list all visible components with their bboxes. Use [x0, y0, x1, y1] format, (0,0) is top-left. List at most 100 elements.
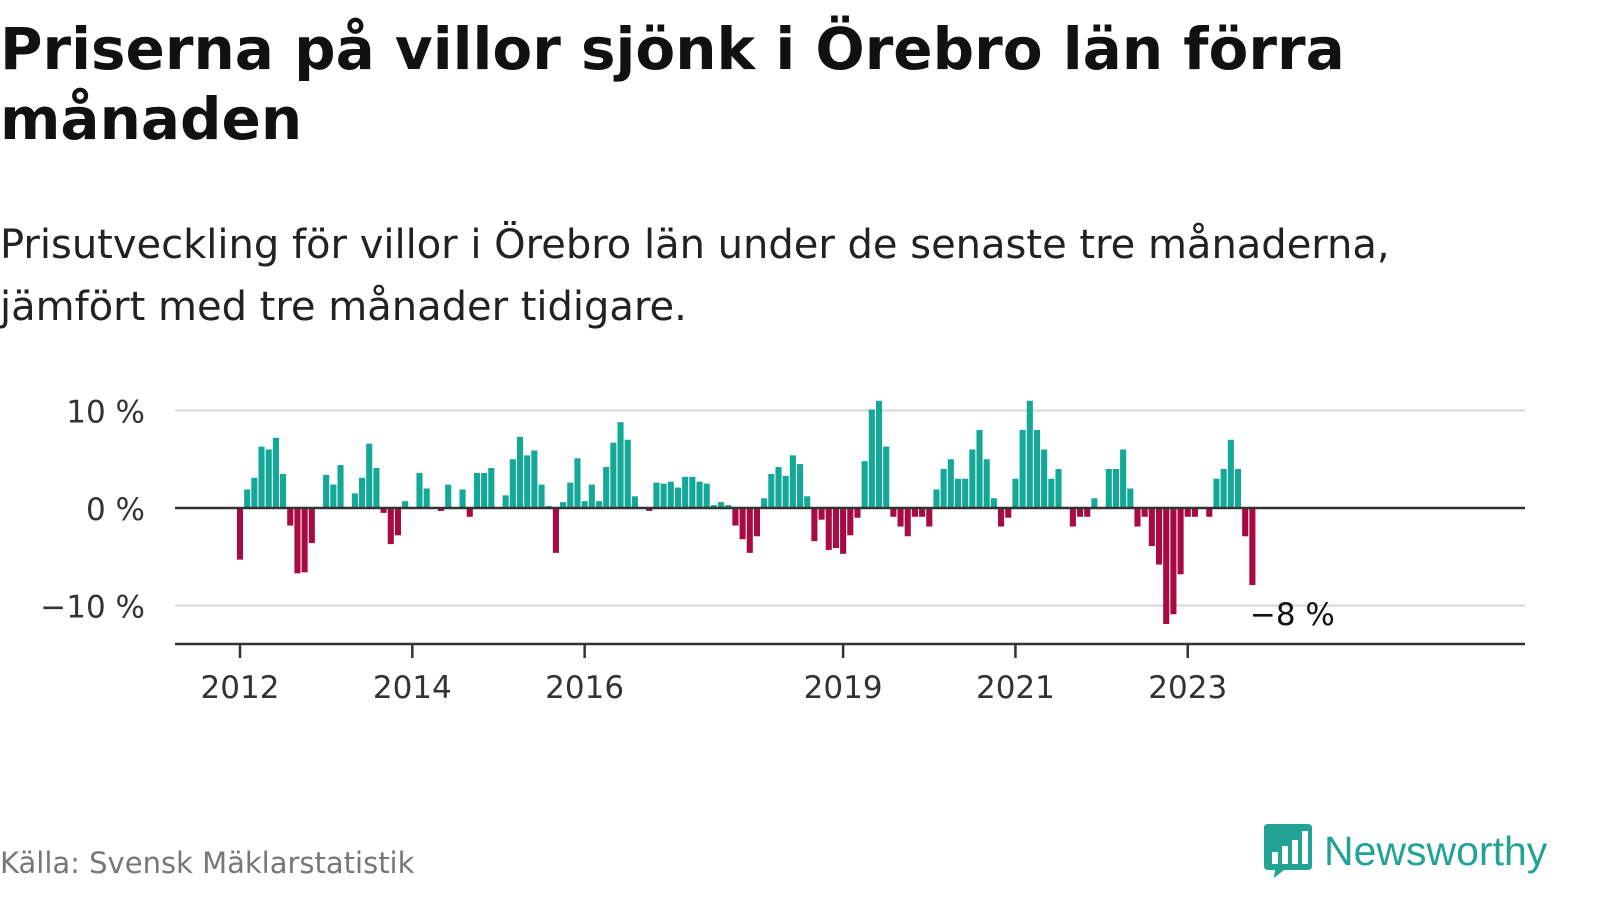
- bar: [251, 477, 258, 508]
- bar: [962, 478, 969, 508]
- bar: [646, 508, 653, 511]
- bar-chart: 10 % 0 % −10 % 2012 2014 2016 2019 2021 2023 −8…: [40, 395, 1525, 706]
- bar: [538, 484, 545, 508]
- bar: [1155, 508, 1163, 565]
- bar: [481, 472, 488, 508]
- bar: [804, 496, 811, 508]
- x-tick-label: 2016: [545, 670, 624, 706]
- bar: [624, 439, 631, 508]
- bar: [1105, 469, 1112, 508]
- bar: [883, 446, 890, 508]
- bar: [983, 459, 990, 508]
- bar: [236, 508, 244, 560]
- bar: [703, 483, 710, 509]
- bar: [1055, 469, 1062, 508]
- bar: [1170, 508, 1177, 615]
- bar: [1220, 469, 1227, 508]
- bar: [1084, 508, 1091, 517]
- x-tick-label: 2019: [804, 670, 883, 706]
- bar: [1191, 508, 1198, 517]
- bar: [933, 489, 940, 508]
- bar: [1077, 508, 1084, 517]
- bar: [875, 400, 883, 508]
- bar: [904, 508, 911, 537]
- bar: [502, 495, 509, 508]
- bar: [1012, 478, 1019, 508]
- bar: [1026, 400, 1033, 508]
- bar: [423, 488, 430, 508]
- bar: [1234, 469, 1242, 508]
- bar: [718, 502, 725, 508]
- bar: [1112, 469, 1120, 508]
- bar: [359, 477, 366, 508]
- bar: [1206, 508, 1213, 517]
- bar: [847, 508, 854, 536]
- source-note: Källa: Svensk Mäklarstatistik: [0, 846, 415, 880]
- bar: [739, 508, 746, 540]
- bar: [990, 498, 997, 508]
- bar: [674, 487, 682, 508]
- bar: [890, 508, 897, 517]
- bar: [1249, 508, 1256, 586]
- bars: [236, 400, 1256, 625]
- y-axis-labels: 10 % 0 % −10 %: [40, 395, 145, 626]
- bar: [581, 501, 588, 508]
- bar: [488, 468, 495, 508]
- bar: [595, 501, 603, 508]
- bar: [588, 484, 595, 508]
- gridlines: [175, 409, 1525, 607]
- axes: [175, 506, 1525, 658]
- bar: [761, 498, 768, 508]
- bar: [954, 478, 962, 508]
- bar: [258, 446, 265, 508]
- bar: [287, 508, 294, 526]
- y-tick-label: −10 %: [40, 590, 145, 626]
- bar: [969, 449, 976, 508]
- bar: [775, 467, 782, 508]
- bar: [660, 483, 667, 509]
- brand-logo: Newsworthy: [1262, 822, 1547, 880]
- bar: [1141, 508, 1148, 517]
- bar: [509, 459, 516, 508]
- bar: [272, 437, 279, 508]
- bar: [940, 469, 947, 508]
- bar: [947, 459, 954, 508]
- bar: [1184, 508, 1191, 517]
- bar: [531, 450, 538, 508]
- bar: [459, 489, 466, 508]
- bar: [394, 508, 402, 536]
- bar: [366, 443, 373, 508]
- bar: [919, 508, 926, 517]
- bar: [280, 473, 287, 509]
- bar: [1213, 478, 1220, 508]
- bar: [567, 482, 574, 508]
- bar: [682, 476, 689, 508]
- bar: [380, 508, 387, 513]
- bar: [1163, 508, 1170, 625]
- x-tick-label: 2021: [976, 670, 1055, 706]
- bar: [373, 468, 380, 508]
- bar: [926, 508, 933, 527]
- brand-name: Newsworthy: [1324, 827, 1548, 874]
- bar: [1069, 508, 1076, 527]
- y-tick-label: 0 %: [86, 492, 145, 528]
- bar: [825, 508, 832, 550]
- bar: [516, 436, 524, 508]
- bar: [768, 473, 775, 509]
- bar: [897, 508, 904, 527]
- bar: [466, 508, 473, 517]
- bar: [710, 505, 717, 508]
- last-value-label: −8 %: [1250, 597, 1335, 633]
- bar: [832, 508, 839, 548]
- bar: [1019, 430, 1026, 508]
- bar: [667, 481, 674, 508]
- bar: [1041, 449, 1048, 508]
- bar: [574, 458, 581, 508]
- bar: [854, 508, 861, 518]
- bar: [689, 476, 696, 508]
- bar: [323, 474, 330, 508]
- bar: [1227, 439, 1234, 508]
- bar: [445, 484, 452, 508]
- bar: [402, 501, 409, 508]
- bar: [330, 484, 337, 508]
